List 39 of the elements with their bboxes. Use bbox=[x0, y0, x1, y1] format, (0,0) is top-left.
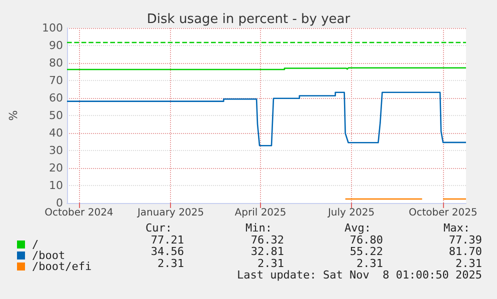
text: Min: bbox=[246, 222, 272, 234]
y-tick-label: 30 bbox=[49, 144, 63, 157]
text: Cur: bbox=[146, 222, 172, 234]
text: 77.39 bbox=[448, 234, 482, 246]
text: Last update: Sat Nov 8 01:00:50 2025 bbox=[236, 268, 482, 282]
x-tick-label: July 2025 bbox=[326, 208, 375, 218]
y-tick-label: 90 bbox=[49, 39, 63, 52]
text: 2.31 bbox=[356, 256, 383, 270]
y-tick-label: 100 bbox=[42, 22, 63, 34]
legend-label: / bbox=[32, 238, 39, 251]
line-series bbox=[66, 92, 467, 146]
text: 76.80 bbox=[350, 234, 383, 246]
legend-label: /boot/efi bbox=[32, 260, 92, 273]
y-tick-label: 10 bbox=[49, 179, 63, 192]
text: Avg: bbox=[344, 222, 371, 234]
y-tick-label: 0 bbox=[56, 196, 63, 210]
y-axis-title: % bbox=[7, 110, 20, 121]
x-tick-label: January 2025 bbox=[136, 208, 204, 218]
y-tick-label: 40 bbox=[49, 126, 63, 140]
text: 32.81 bbox=[250, 245, 284, 258]
text: 77.21 bbox=[150, 234, 184, 246]
text: 2.31 bbox=[158, 256, 184, 270]
x-tick-label: October 2024 bbox=[44, 208, 114, 218]
y-tick-label: 80 bbox=[49, 56, 63, 70]
text: Max: bbox=[444, 222, 470, 234]
text: 34.56 bbox=[150, 245, 184, 258]
text: 2.31 bbox=[258, 256, 284, 270]
text: 81.70 bbox=[448, 245, 482, 258]
y-tick-label: 50 bbox=[49, 109, 63, 122]
text: 2.31 bbox=[456, 256, 482, 270]
y-tick-label: 60 bbox=[49, 92, 63, 104]
x-tick-label: April 2025 bbox=[234, 208, 286, 218]
text: 76.32 bbox=[250, 234, 284, 246]
y-tick-label: 70 bbox=[49, 74, 63, 87]
legend-label: /boot bbox=[32, 249, 66, 262]
y-tick-label: 20 bbox=[49, 162, 63, 174]
chart-title: Disk usage in percent - by year bbox=[146, 12, 351, 27]
x-tick-label: October 2025 bbox=[408, 208, 478, 218]
text: 55.22 bbox=[350, 245, 383, 258]
